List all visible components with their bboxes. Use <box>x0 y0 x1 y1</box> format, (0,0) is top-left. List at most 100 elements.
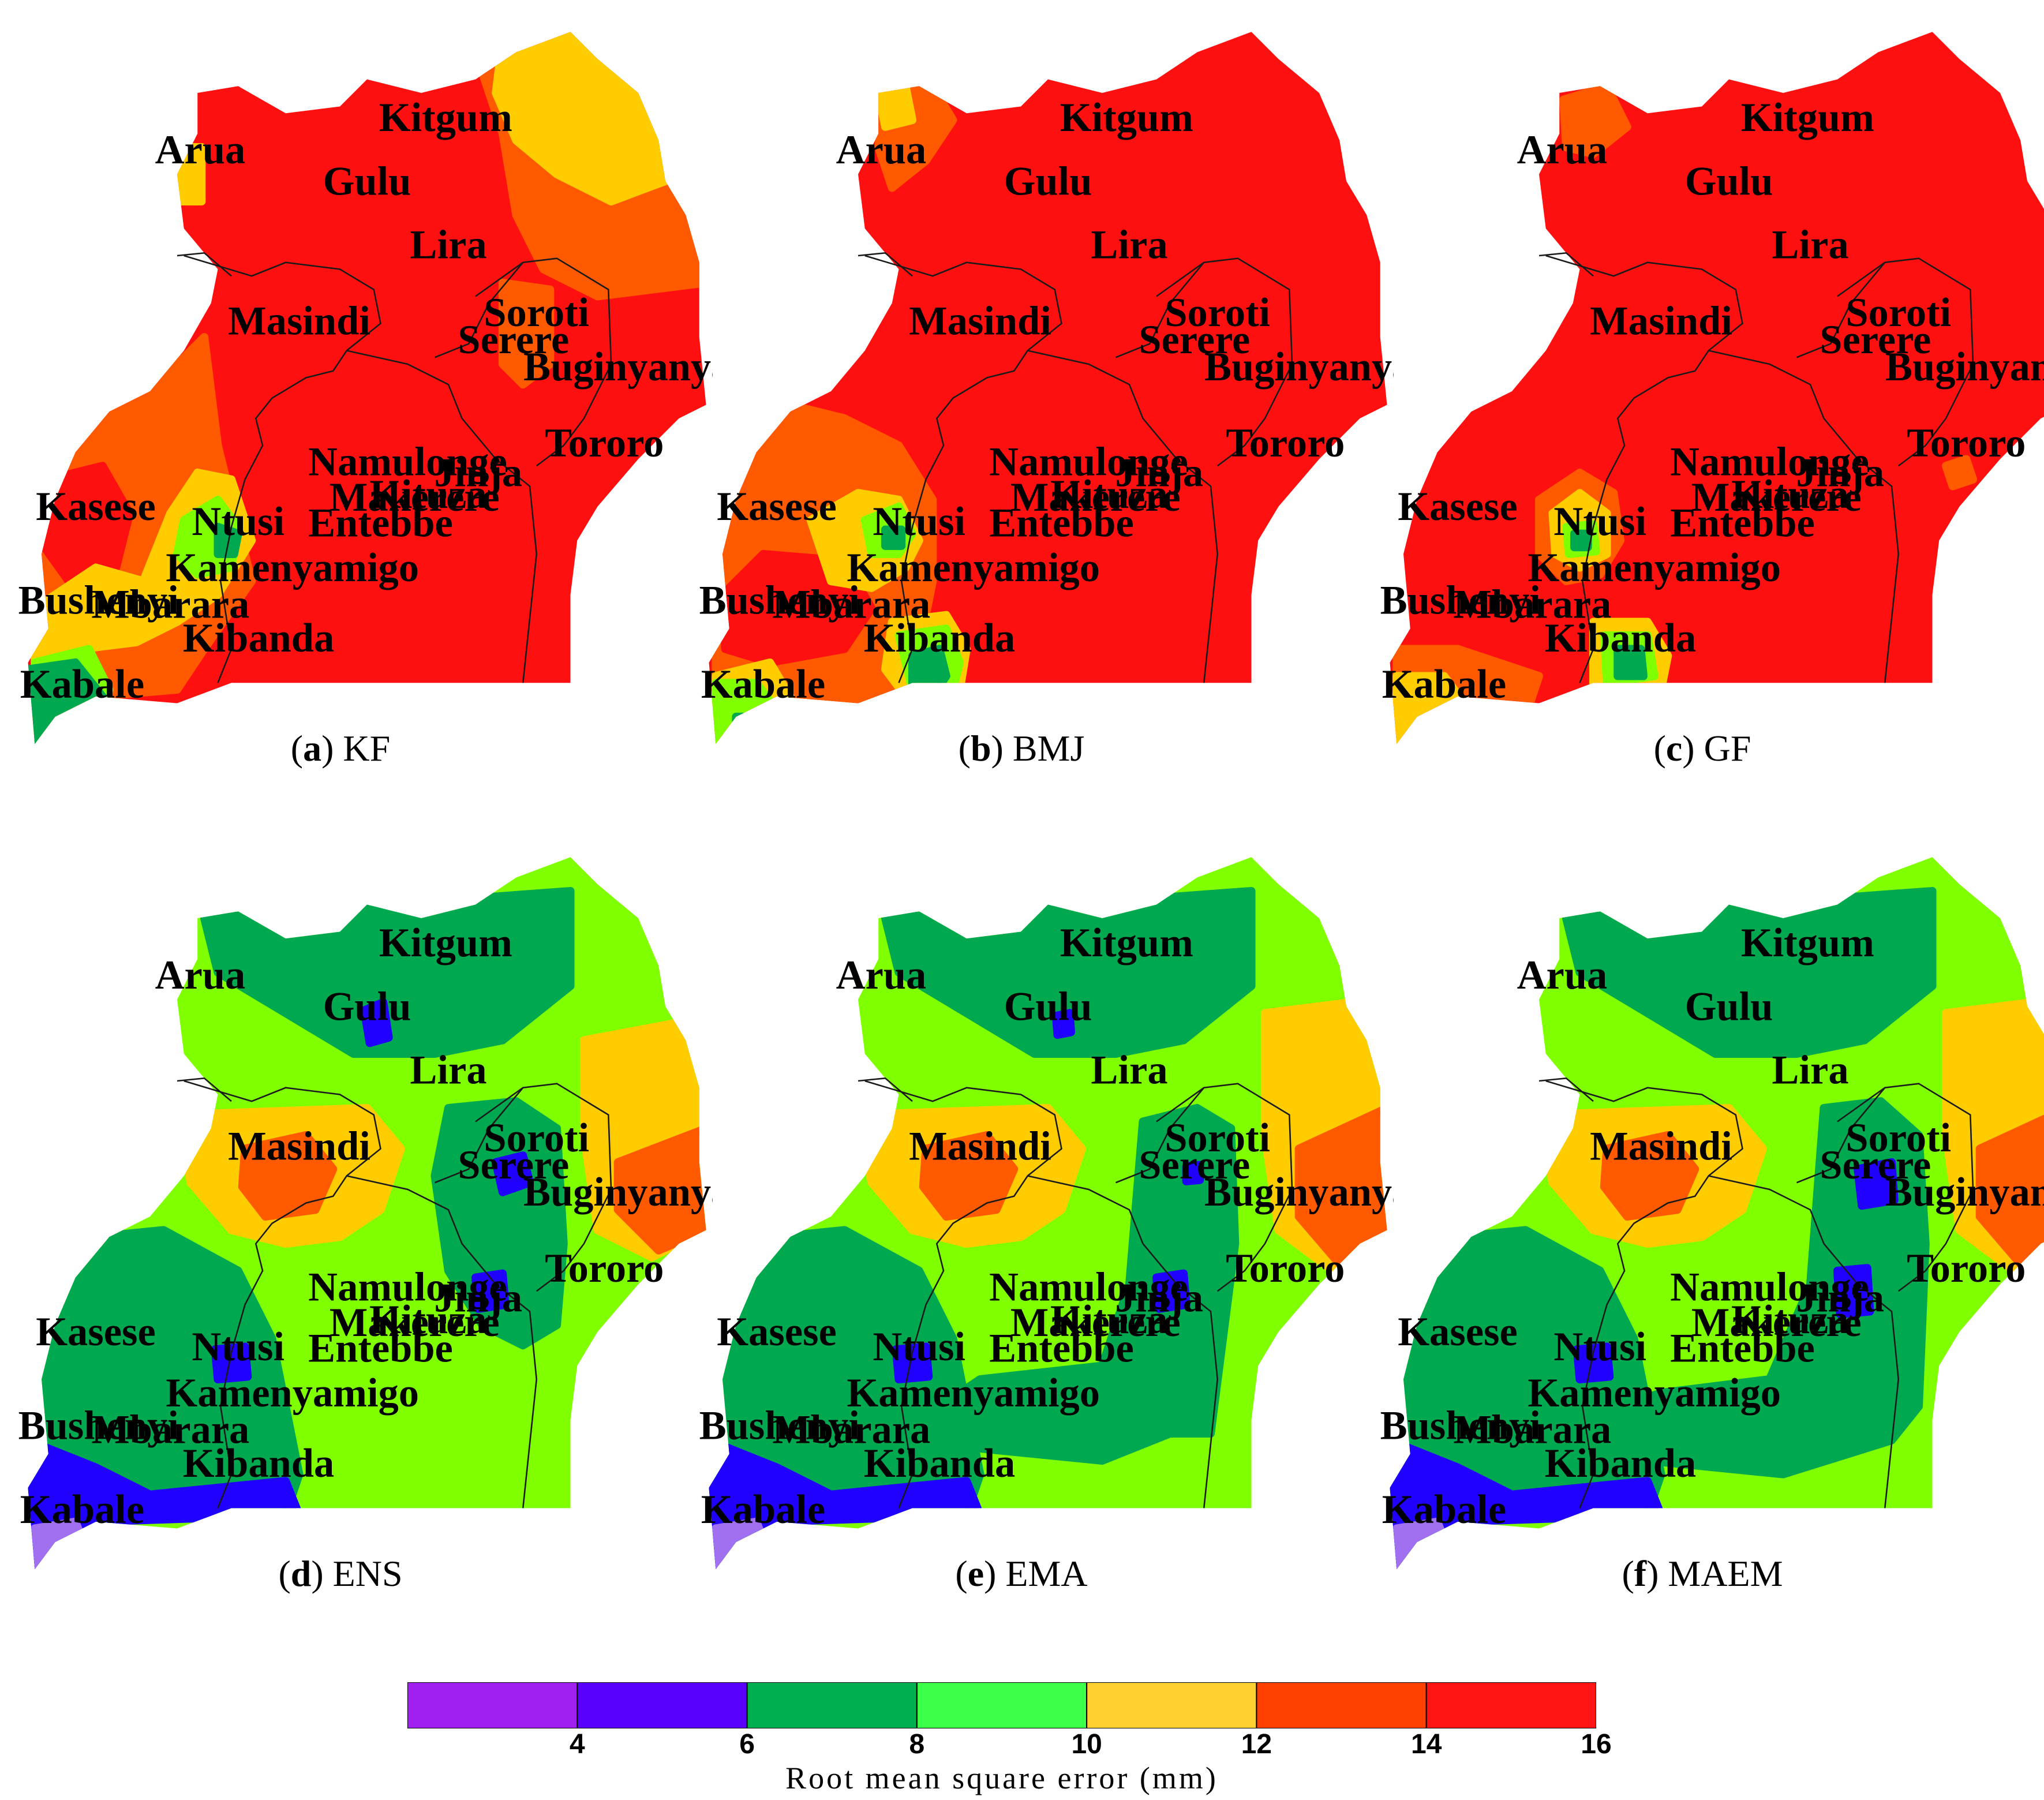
city-label-ntusi: Ntusi <box>873 1324 965 1369</box>
city-label-entebbe: Entebbe <box>1670 1326 1815 1371</box>
city-label-kabale: Kabale <box>1382 1487 1506 1532</box>
district-border <box>177 1077 232 1102</box>
district-border <box>1837 1083 1974 1292</box>
city-label-kibanda: Kibanda <box>1545 616 1697 661</box>
district-border <box>1708 1175 1900 1509</box>
district-border <box>1156 1083 1293 1292</box>
field-contour-blue <box>211 1342 252 1384</box>
district-border <box>858 1077 913 1102</box>
district-border <box>1545 255 1743 683</box>
city-label-kituza: Kituza <box>1731 1297 1849 1342</box>
city-label-mbarara: Mbarara <box>1453 1407 1611 1452</box>
city-label-lira: Lira <box>1772 223 1848 268</box>
city-label-tororo: Tororo <box>545 421 664 466</box>
field-contour-blue <box>1152 1269 1191 1313</box>
city-label-lira: Lira <box>1091 223 1167 268</box>
field-contour-green <box>881 525 906 550</box>
panel-caption-b: (b) BMJ <box>958 728 1085 769</box>
map-panel-d: Kitgum Arua Gulu Lira Masindi Soroti Serere Bug… <box>14 837 713 1645</box>
district-border <box>864 255 1062 683</box>
city-label-soroti: Soroti <box>1165 1116 1270 1161</box>
city-label-namulonge: Namulonge <box>308 1265 507 1310</box>
field-contour-blue <box>471 1269 510 1313</box>
city-label-kitgum: Kitgum <box>1060 920 1193 966</box>
field-contour-blue <box>492 1151 534 1196</box>
district-border <box>858 252 913 277</box>
city-label-gulu: Gulu <box>1004 159 1092 204</box>
city-label-kasese: Kasese <box>717 1309 837 1354</box>
district-border <box>1538 252 1594 277</box>
map-d: Kitgum Arua Gulu Lira Masindi SorotiSerereBug… <box>18 857 713 1569</box>
city-label-buginyanya: Buginyanya <box>1204 345 1394 390</box>
city-label-ntusi: Ntusi <box>1553 499 1646 544</box>
field-contour-green <box>1570 529 1592 552</box>
district-border <box>1837 257 1974 467</box>
district-border <box>346 350 538 683</box>
district-border <box>1156 257 1293 467</box>
city-label-jinja: Jinja <box>1115 450 1203 495</box>
city-label-kitgum: Kitgum <box>1741 920 1874 966</box>
field-contour-yellow <box>874 82 917 131</box>
colorbar-bin-2-4 <box>407 1682 578 1729</box>
city-label-kasese: Kasese <box>1398 1309 1518 1354</box>
city-label-masindi: Masindi <box>909 1124 1051 1169</box>
city-label-gulu: Gulu <box>323 159 411 204</box>
city-label-bushenyi: Bushenyi <box>1380 578 1541 623</box>
district-border <box>184 1080 381 1509</box>
panel-name: KF <box>343 728 391 769</box>
colorbar-tick-10: 10 <box>1071 1729 1102 1760</box>
field-contour-blue <box>1854 1158 1899 1210</box>
city-label-tororo: Tororo <box>1226 421 1345 466</box>
city-label-kitgum: Kitgum <box>1060 95 1193 140</box>
city-label-kituza: Kituza <box>369 1297 487 1342</box>
district-border <box>1796 1087 1886 1184</box>
city-label-lira: Lira <box>1772 1048 1848 1093</box>
city-label-namulonge: Namulonge <box>1670 1265 1869 1310</box>
city-label-buginyanya: Buginyanya <box>1204 1170 1394 1215</box>
field-contour-green <box>1616 1097 1930 1479</box>
field-contour-green <box>935 1103 1240 1465</box>
city-label-makerere: Makerere <box>1691 475 1862 520</box>
district-border <box>1545 1080 1743 1509</box>
colorbar-bin-4-6 <box>576 1682 748 1729</box>
city-label-arua: Arua <box>836 953 927 998</box>
district-border <box>184 255 381 683</box>
panel-letter: b <box>970 728 991 769</box>
city-label-gulu: Gulu <box>1685 984 1773 1029</box>
city-label-entebbe: Entebbe <box>308 1326 453 1371</box>
city-label-makerere: Makerere <box>1691 1300 1862 1345</box>
city-label-arua: Arua <box>155 128 246 173</box>
panel-name: GF <box>1704 728 1751 769</box>
city-label-namulonge: Namulonge <box>989 1265 1188 1310</box>
district-border <box>1027 350 1219 683</box>
colorbar-tick-4: 4 <box>569 1729 585 1760</box>
city-label-kasese: Kasese <box>1398 484 1518 529</box>
field-contour-orange_red <box>498 278 555 389</box>
district-border <box>1796 261 1886 358</box>
panel-caption-a: (a) KF <box>290 728 391 769</box>
colorbar-tick-6: 6 <box>739 1729 755 1760</box>
city-label-tororo: Tororo <box>1226 1246 1345 1291</box>
colorbar-bin-12-14 <box>1256 1682 1427 1729</box>
city-label-mbarara: Mbarara <box>91 1407 249 1452</box>
city-label-serere: Serere <box>458 317 569 362</box>
city-label-soroti: Soroti <box>1845 290 1951 335</box>
city-label-kasese: Kasese <box>36 1309 156 1354</box>
city-label-buginyanya: Buginyanya <box>523 1170 713 1215</box>
field-contour-orange_red <box>613 1124 706 1255</box>
city-label-soroti: Soroti <box>1845 1116 1951 1161</box>
city-label-makerere: Makerere <box>330 475 500 520</box>
city-label-buginyanya: Buginyanya <box>523 345 713 390</box>
colorbar-bin-10-12 <box>1086 1682 1257 1729</box>
city-label-kibanda: Kibanda <box>864 1441 1016 1486</box>
city-label-bushenyi: Bushenyi <box>699 1403 860 1448</box>
map-panel-b: Kitgum Arua Gulu Lira Masindi Soroti Serere Bug… <box>695 12 1394 819</box>
field-contour-orange_red <box>1975 1103 2044 1268</box>
colorbar <box>407 1682 1597 1731</box>
field-contour-orange_red <box>1600 1131 1699 1221</box>
city-label-arua: Arua <box>155 953 246 998</box>
city-label-makerere: Makerere <box>330 1300 500 1345</box>
district-border <box>1115 1087 1205 1184</box>
district-border <box>475 1083 612 1292</box>
city-label-jinja: Jinja <box>1796 450 1884 495</box>
